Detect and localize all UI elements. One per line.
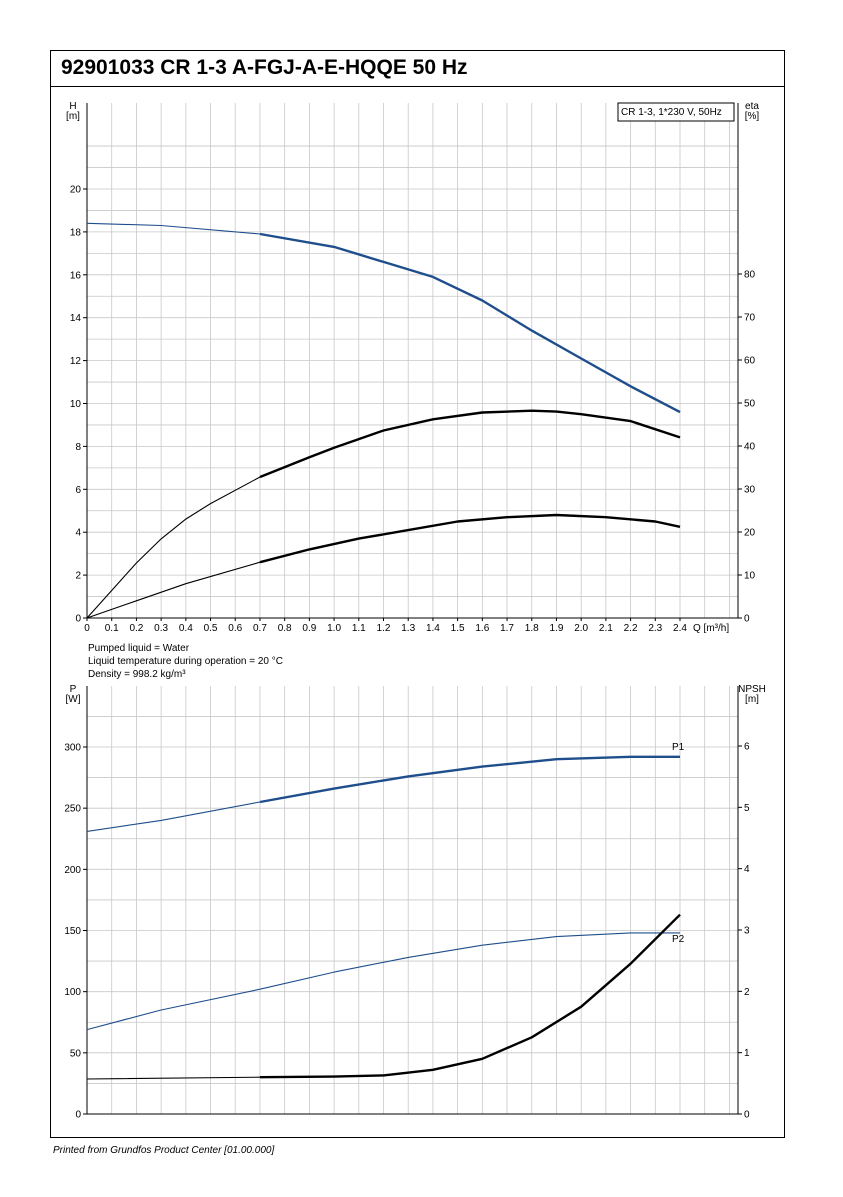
x-axis-tick-label: 0.6 (228, 623, 242, 634)
x-axis-tick-label: 1.4 (426, 623, 440, 634)
head-efficiency-chart: 0 2 4 6 8 10 12 14 16 18 20 0 10 20 30 40 50 60 70 80 H[m] et… (66, 101, 759, 634)
right-axis-tick-label: 80 (744, 270, 756, 281)
x-axis-tick-label: 0.2 (129, 623, 143, 634)
right-axis-tick-label: 6 (744, 742, 750, 753)
left-axis-tick-label: 4 (75, 528, 81, 539)
x-axis-tick-label: 0.3 (154, 623, 168, 634)
left-axis-tick-label: 16 (70, 270, 82, 281)
left-axis-label: P (70, 684, 77, 695)
right-axis-tick-label: 60 (744, 356, 756, 367)
left-axis-tick-label: 18 (70, 227, 82, 238)
left-axis-tick-label: 100 (64, 987, 81, 998)
series-label-p2: P2 (672, 934, 685, 945)
liquid-temperature-note: Liquid temperature during operation = 20… (88, 656, 283, 667)
right-axis-unit: [%] (745, 111, 760, 122)
x-axis-tick-label: 1.2 (377, 623, 391, 634)
x-axis-tick-label: 0 (84, 623, 90, 634)
left-axis-tick-label: 300 (64, 743, 81, 754)
density-note: Density = 998.2 kg/m³ (88, 669, 186, 680)
left-axis-tick-label: 2 (75, 571, 81, 582)
left-axis-tick-label: 20 (70, 185, 82, 196)
x-axis-tick-label: 1.0 (327, 623, 341, 634)
x-axis-tick-label: 2.1 (599, 623, 613, 634)
right-axis-tick-label: 10 (744, 571, 756, 582)
right-axis-tick-label: 40 (744, 442, 756, 453)
x-axis-tick-label: 1.5 (451, 623, 465, 634)
left-axis-label: H (69, 101, 76, 112)
left-axis-tick-label: 12 (70, 356, 82, 367)
left-axis-tick-label: 200 (64, 865, 81, 876)
curve-operating-range (259, 755, 680, 804)
right-axis-label: NPSH (738, 684, 766, 695)
right-axis-label: eta (745, 101, 759, 112)
legend-box (617, 102, 735, 122)
left-axis-tick-label: 14 (70, 313, 82, 324)
title-divider (50, 86, 785, 87)
x-axis-tick-label: 2.2 (624, 623, 638, 634)
right-axis-tick-label: 1 (744, 1048, 750, 1059)
x-axis-label: Q [m³/h] (693, 623, 729, 634)
curve-operating-range (259, 913, 681, 1079)
left-axis-tick-label: 8 (75, 442, 81, 453)
x-axis-tick-label: 2.3 (648, 623, 662, 634)
curve-operating-range (259, 513, 681, 564)
x-axis-tick-label: 1.8 (525, 623, 539, 634)
series-label-p1: P1 (672, 742, 685, 753)
document-frame (50, 50, 785, 1138)
x-axis-tick-label: 0.7 (253, 623, 267, 634)
x-axis-tick-label: 1.6 (475, 623, 489, 634)
right-axis-tick-label: 0 (744, 614, 750, 625)
right-axis-tick-label: 2 (744, 987, 750, 998)
right-axis-tick-label: 30 (744, 485, 756, 496)
right-axis-tick-label: 4 (744, 864, 750, 875)
right-axis-tick-label: 50 (744, 399, 756, 410)
left-axis-tick-label: 0 (75, 614, 81, 625)
left-axis-tick-label: 0 (75, 1110, 81, 1121)
curve-operating-range (259, 232, 681, 414)
left-axis-tick-label: 150 (64, 926, 81, 937)
curve-operating-range (259, 409, 681, 479)
left-axis-tick-label: 250 (64, 804, 81, 815)
right-axis-tick-label: 20 (744, 528, 756, 539)
page-title: 92901033 CR 1-3 A-FGJ-A-E-HQQE 50 Hz (61, 56, 468, 79)
right-axis-tick-label: 70 (744, 313, 756, 324)
x-axis-tick-label: 2.4 (673, 623, 687, 634)
right-axis-tick-label: 3 (744, 926, 750, 937)
right-axis-tick-label: 5 (744, 803, 750, 814)
curve-p2 (86, 932, 680, 1031)
right-axis-unit: [m] (745, 694, 759, 705)
footer-note: Printed from Grundfos Product Center [01… (53, 1145, 275, 1156)
pumped-liquid-note: Pumped liquid = Water (88, 643, 190, 654)
x-axis-tick-label: 0.8 (278, 623, 292, 634)
x-axis-tick-label: 0.1 (105, 623, 119, 634)
right-axis-tick-label: 0 (744, 1110, 750, 1121)
x-axis-tick-label: 2.0 (574, 623, 588, 634)
liquid-conditions: Pumped liquid = Water Liquid temperature… (88, 642, 283, 681)
left-axis-tick-label: 50 (70, 1048, 82, 1059)
left-axis-unit: [m] (66, 111, 80, 122)
x-axis-tick-label: 1.9 (550, 623, 564, 634)
legend-box-text: CR 1-3, 1*230 V, 50Hz (621, 107, 722, 118)
power-npsh-chart: 0 50 100 150 200 250 300 0 1 2 3 4 5 6 P[W] NPSH[m] P1 P2 (64, 684, 766, 1121)
x-axis-tick-label: 1.3 (401, 623, 415, 634)
x-axis-tick-label: 1.7 (500, 623, 514, 634)
left-axis-tick-label: 10 (70, 399, 82, 410)
x-axis-tick-label: 0.4 (179, 623, 193, 634)
x-axis-tick-label: 1.1 (352, 623, 366, 634)
left-axis-unit: [W] (66, 694, 81, 705)
x-axis-tick-label: 0.5 (204, 623, 218, 634)
x-axis-tick-label: 0.9 (302, 623, 316, 634)
left-axis-tick-label: 6 (75, 485, 81, 496)
